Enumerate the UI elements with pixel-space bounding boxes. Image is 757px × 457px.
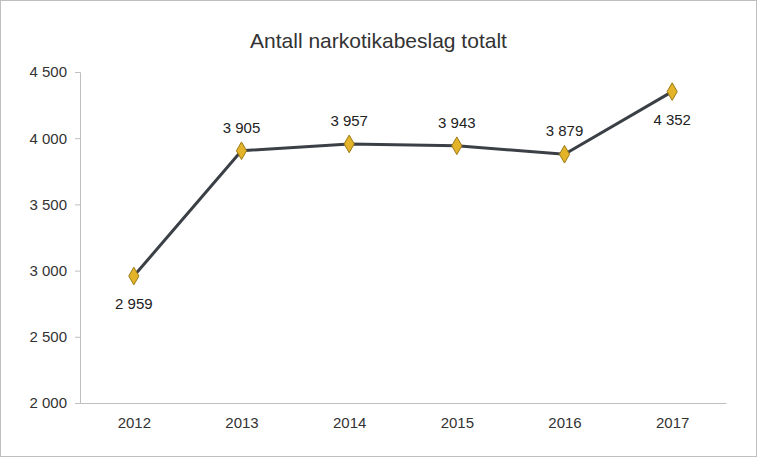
y-tick-label: 4 500 (29, 63, 67, 80)
data-label: 2 959 (115, 295, 153, 312)
x-tick-label: 2013 (225, 414, 258, 431)
data-label: 4 352 (653, 111, 691, 128)
y-axis: 2 000 2 500 3 000 3 500 4 000 4 500 (29, 63, 80, 411)
y-tick-mark (75, 403, 80, 404)
marker (667, 83, 677, 101)
title: Antall narkotikabeslag totalt (250, 29, 507, 52)
x-tick-label: 2014 (333, 414, 366, 431)
x-tick: 2015 (441, 403, 474, 431)
y-tick-label: 2 000 (29, 394, 67, 411)
y-tick-mark (75, 72, 80, 73)
x-tick: 2016 (548, 403, 581, 431)
x-axis: 2012 2013 2014 2015 2016 2017 (81, 403, 727, 431)
marker (344, 135, 354, 153)
chart-frame (1, 1, 757, 457)
y-tick: 4 000 (29, 130, 80, 147)
line (134, 92, 672, 276)
y-tick-label: 3 500 (29, 196, 67, 213)
y-tick: 3 000 (29, 262, 80, 279)
marker (452, 137, 462, 155)
x-tick-label: 2016 (548, 414, 581, 431)
y-tick-label: 3 000 (29, 262, 67, 279)
x-tick: 2013 (225, 403, 258, 431)
x-tick-label: 2015 (441, 414, 474, 431)
x-tick: 2014 (333, 403, 366, 431)
y-tick-mark (75, 337, 80, 338)
x-tick-label: 2012 (118, 414, 151, 431)
y-tick: 2 500 (29, 328, 80, 345)
data-label: 3 957 (330, 112, 368, 129)
y-tick: 4 500 (29, 63, 80, 80)
x-tick: 2012 (118, 403, 151, 431)
x-tick: 2017 (656, 403, 689, 431)
data-label: 3 943 (438, 114, 476, 131)
chart: Antall narkotikabeslag totalt 2 000 2 500 3… (0, 0, 757, 457)
data-labels: 2 959 3 905 3 957 3 943 3 879 4 352 (115, 111, 691, 312)
plot-area (129, 83, 678, 285)
data-label: 3 879 (546, 122, 584, 139)
data-label: 3 905 (223, 119, 261, 136)
marker (129, 267, 139, 285)
y-tick: 2 000 (29, 394, 80, 411)
y-axis-line (75, 73, 81, 404)
marker (236, 142, 246, 160)
marker (559, 145, 569, 163)
x-tick-label: 2017 (656, 414, 689, 431)
x-axis-line (81, 403, 727, 404)
y-tick-mark (75, 204, 80, 205)
y-tick-mark (75, 271, 80, 272)
y-tick-mark (75, 138, 80, 139)
y-tick: 3 500 (29, 196, 80, 213)
y-tick-label: 2 500 (29, 328, 67, 345)
y-tick-label: 4 000 (29, 130, 67, 147)
